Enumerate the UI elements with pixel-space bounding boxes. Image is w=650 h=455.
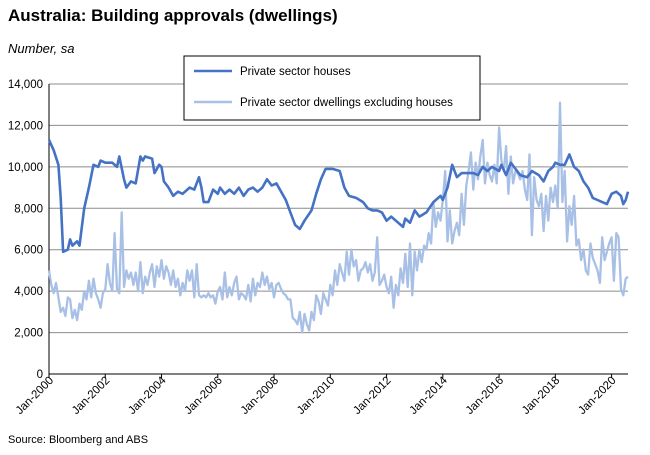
- series-line-houses: [47, 139, 630, 254]
- x-tick-label: Jan-2000: [14, 375, 56, 417]
- x-tick-label: Jan-2014: [408, 374, 451, 417]
- legend-label-dwellings-excl-houses: Private sector dwellings excluding house…: [240, 97, 453, 109]
- y-tick-label: 2,000: [14, 328, 43, 340]
- y-axis-ticks: 0 2,000 4,000 6,000 8,000 10,000 12,000 14,000: [8, 79, 43, 381]
- chart-title: Australia: Building approvals (dwellings…: [8, 6, 338, 25]
- x-tick-label: Jan-2016: [464, 375, 506, 417]
- series-lines: [47, 101, 630, 334]
- source-note: Source: Bloomberg and ABS: [8, 434, 149, 446]
- y-tick-label: 14,000: [8, 79, 43, 91]
- y-tick-label: 12,000: [8, 120, 43, 132]
- x-tick-label: Jan-2006: [182, 375, 224, 417]
- y-tick-label: 10,000: [8, 162, 43, 174]
- axes: [48, 84, 628, 375]
- x-tick-label: Jan-2020: [576, 375, 618, 417]
- legend-box: [183, 55, 481, 121]
- x-tick-label: Jan-2008: [239, 375, 281, 417]
- chart-subtitle: Number, sa: [8, 41, 75, 56]
- y-tick-label: 4,000: [14, 286, 43, 298]
- y-tick-label: 0: [37, 369, 43, 381]
- series-line-dwellings-excl-houses: [47, 101, 629, 334]
- x-axis-ticks: Jan-2000 Jan-2002 Jan-2004 Jan-2006 Jan-2008…: [14, 374, 619, 417]
- legend-label-houses: Private sector houses: [240, 66, 351, 78]
- x-tick-label: Jan-2004: [126, 374, 169, 417]
- x-tick-label: Jan-2018: [520, 375, 562, 417]
- x-tick-label: Jan-2010: [295, 375, 337, 417]
- x-tick-label: Jan-2002: [70, 375, 112, 417]
- legend: Private sector houses Private sector dwe…: [183, 55, 481, 121]
- y-tick-label: 6,000: [14, 245, 43, 257]
- x-tick-label: Jan-2012: [351, 375, 393, 417]
- y-tick-label: 8,000: [14, 203, 43, 215]
